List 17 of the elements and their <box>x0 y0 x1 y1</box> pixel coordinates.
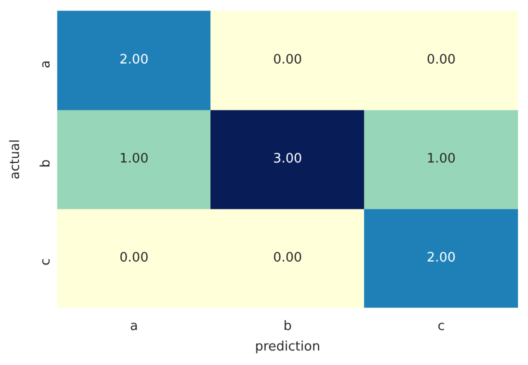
data-label: 1.00 <box>426 152 456 167</box>
data-label: 0.00 <box>273 52 302 68</box>
y-tick-label: a <box>38 60 54 68</box>
x-axis-title: prediction <box>254 340 320 355</box>
x-tick-label: b <box>283 318 292 334</box>
data-label: 3.00 <box>273 152 302 167</box>
data-label: 0.00 <box>273 250 302 266</box>
data-label: 0.00 <box>426 52 456 68</box>
x-tick-label: a <box>130 318 138 334</box>
y-tick-label: c <box>38 258 54 266</box>
x-tick-label: c <box>438 318 445 334</box>
y-axis-title: actual <box>8 139 24 180</box>
data-label: 0.00 <box>120 250 148 266</box>
y-tick-label: b <box>38 159 54 168</box>
data-label: 2.00 <box>426 250 456 266</box>
data-label: 2.00 <box>120 52 148 68</box>
data-label: 1.00 <box>120 152 148 167</box>
